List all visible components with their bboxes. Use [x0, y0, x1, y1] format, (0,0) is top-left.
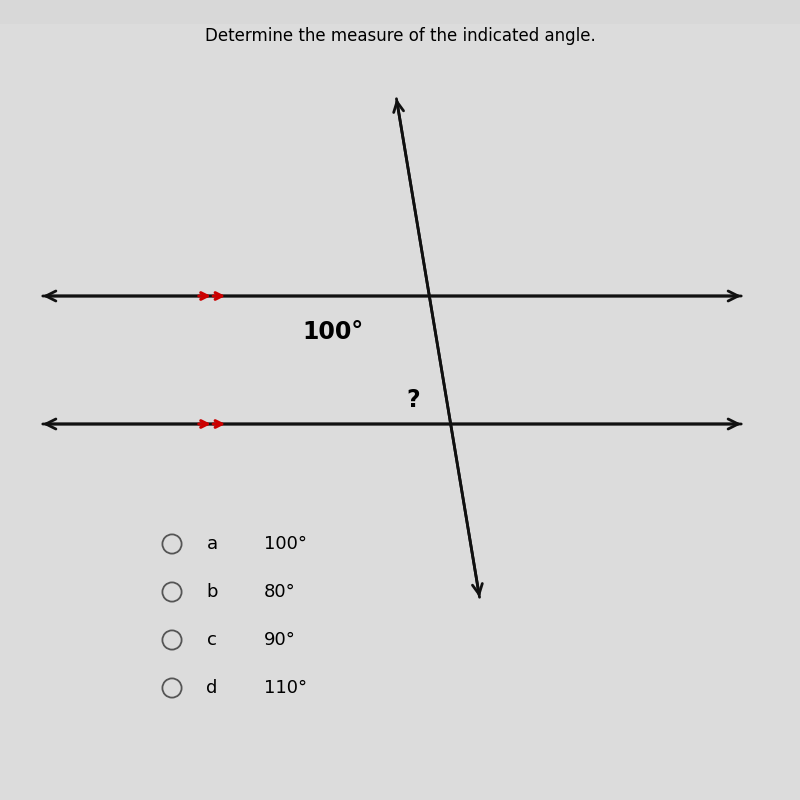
Text: 110°: 110° — [264, 679, 307, 697]
Text: d: d — [206, 679, 218, 697]
Text: a: a — [206, 535, 218, 553]
Text: 80°: 80° — [264, 583, 296, 601]
Text: 100°: 100° — [302, 320, 364, 344]
Text: Determine the measure of the indicated angle.: Determine the measure of the indicated a… — [205, 27, 595, 45]
Text: b: b — [206, 583, 218, 601]
FancyBboxPatch shape — [0, 24, 800, 800]
Text: ?: ? — [406, 388, 420, 412]
Text: c: c — [207, 631, 217, 649]
Text: 100°: 100° — [264, 535, 307, 553]
Text: 90°: 90° — [264, 631, 296, 649]
